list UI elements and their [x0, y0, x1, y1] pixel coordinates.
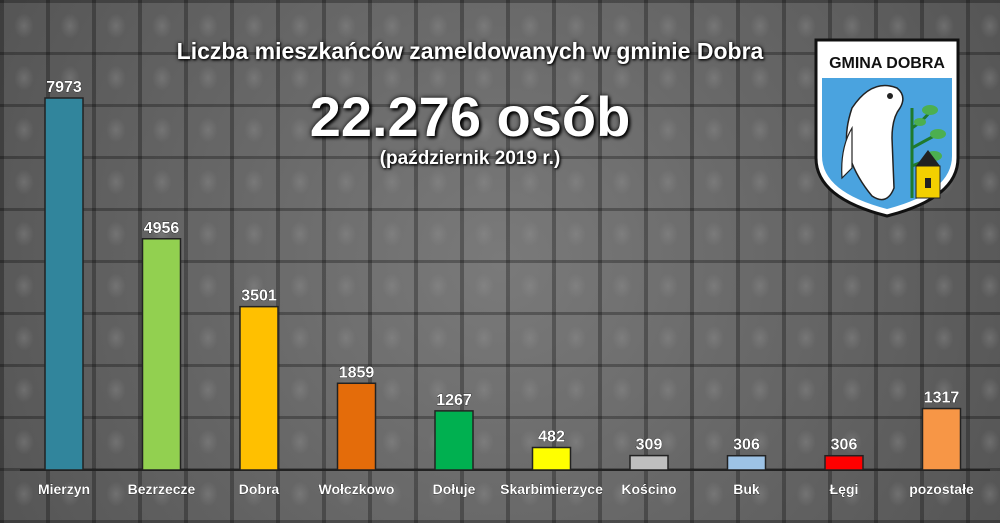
bar-1 [141, 238, 182, 471]
category-label-8: Łęgi [830, 481, 859, 497]
data-label-7: 306 [733, 437, 760, 454]
total-population: 22.276 osób [309, 85, 631, 148]
category-label-1: Bezrzecze [128, 481, 196, 497]
bar-7 [726, 454, 767, 471]
data-label-0: 7973 [46, 79, 82, 96]
data-label-3: 1859 [339, 364, 375, 381]
bar-4 [434, 410, 474, 471]
category-label-0: Mierzyn [38, 481, 90, 497]
data-label-5: 482 [538, 429, 565, 446]
crest-label: GMINA DOBRA [829, 55, 945, 72]
bar-2 [239, 305, 279, 471]
category-label-4: Dołuje [433, 481, 476, 497]
category-label-9: pozostałe [909, 481, 974, 497]
bar-5 [531, 446, 572, 471]
category-label-7: Buk [733, 481, 760, 497]
bar-3 [336, 382, 377, 471]
category-label-3: Wołczkowo [319, 481, 395, 497]
bar-8 [824, 454, 864, 471]
chart-title: Liczba mieszkańców zameldowanych w gmini… [176, 38, 764, 64]
data-label-8: 306 [831, 437, 858, 454]
bar-6 [629, 454, 669, 471]
bar-9 [921, 407, 962, 471]
category-label-5: Skarbimierzyce [500, 481, 603, 497]
gmina-dobra-crest-icon: GMINA DOBRA [814, 38, 960, 218]
data-label-6: 309 [636, 437, 663, 454]
category-label-2: Dobra [239, 481, 280, 497]
date-label: (październik 2019 r.) [379, 148, 561, 169]
data-label-1: 4956 [144, 220, 180, 237]
data-label-9: 1317 [924, 390, 960, 407]
data-label-2: 3501 [241, 288, 277, 305]
category-label-6: Kościno [621, 481, 676, 497]
data-label-4: 1267 [436, 392, 472, 409]
bar-0 [44, 97, 84, 471]
